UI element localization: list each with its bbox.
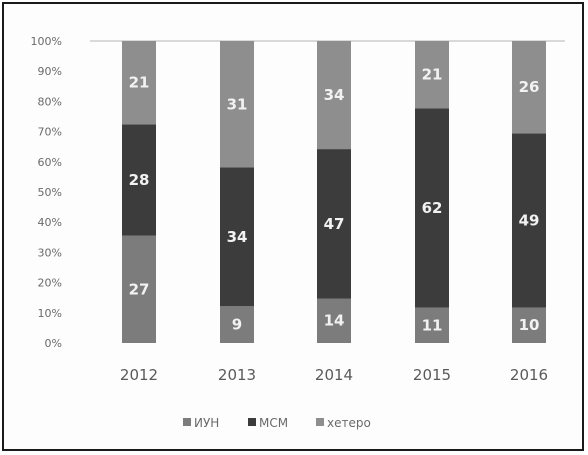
bar-segment bbox=[220, 306, 254, 343]
chart-frame bbox=[2, 2, 584, 451]
bar-segment bbox=[415, 41, 449, 109]
data-label: 49 bbox=[519, 211, 540, 229]
x-tick-label: 2014 bbox=[315, 366, 353, 384]
legend-label: ИУН bbox=[194, 416, 219, 430]
y-tick-label: 80% bbox=[38, 95, 62, 108]
bar-segment bbox=[512, 133, 546, 308]
bar-segment bbox=[220, 41, 254, 168]
y-tick-label: 0% bbox=[45, 337, 62, 350]
y-tick-label: 100% bbox=[31, 35, 62, 48]
legend-swatch bbox=[248, 418, 256, 426]
data-label: 62 bbox=[422, 199, 443, 217]
bar-segment bbox=[415, 108, 449, 308]
data-label: 34 bbox=[227, 228, 248, 246]
data-label: 28 bbox=[129, 171, 150, 189]
y-tick-label: 10% bbox=[38, 307, 62, 320]
bar-segment bbox=[415, 307, 449, 343]
y-tick-label: 40% bbox=[38, 216, 62, 229]
data-label: 31 bbox=[227, 95, 248, 113]
data-label: 34 bbox=[324, 86, 345, 104]
bar-segment bbox=[317, 41, 351, 150]
x-tick-label: 2015 bbox=[413, 366, 451, 384]
data-label: 21 bbox=[129, 74, 150, 92]
data-label: 9 bbox=[232, 316, 242, 334]
bar-segment bbox=[317, 149, 351, 299]
data-label: 47 bbox=[324, 215, 345, 233]
data-label: 10 bbox=[519, 316, 540, 334]
x-tick-label: 2012 bbox=[120, 366, 158, 384]
legend-label: хетеро bbox=[327, 416, 371, 430]
y-tick-label: 70% bbox=[38, 126, 62, 139]
bar-segment bbox=[122, 41, 156, 125]
bar-segment bbox=[220, 167, 254, 307]
data-label: 21 bbox=[422, 66, 443, 84]
bar-segment bbox=[512, 41, 546, 134]
y-tick-label: 90% bbox=[38, 65, 62, 78]
legend-label: МСМ bbox=[259, 416, 288, 430]
bar-segment bbox=[122, 235, 156, 343]
bar-segment bbox=[317, 298, 351, 343]
legend-swatch bbox=[183, 418, 191, 426]
y-tick-label: 50% bbox=[38, 186, 62, 199]
y-tick-label: 30% bbox=[38, 246, 62, 259]
data-label: 27 bbox=[129, 280, 150, 298]
data-label: 11 bbox=[422, 316, 443, 334]
y-tick-label: 20% bbox=[38, 277, 62, 290]
x-tick-label: 2013 bbox=[218, 366, 256, 384]
bar-segment bbox=[512, 307, 546, 343]
legend-swatch bbox=[316, 418, 324, 426]
y-tick-label: 60% bbox=[38, 156, 62, 169]
data-label: 26 bbox=[519, 78, 540, 96]
data-label: 14 bbox=[324, 312, 345, 330]
x-tick-label: 2016 bbox=[510, 366, 548, 384]
bar-segment bbox=[122, 124, 156, 236]
